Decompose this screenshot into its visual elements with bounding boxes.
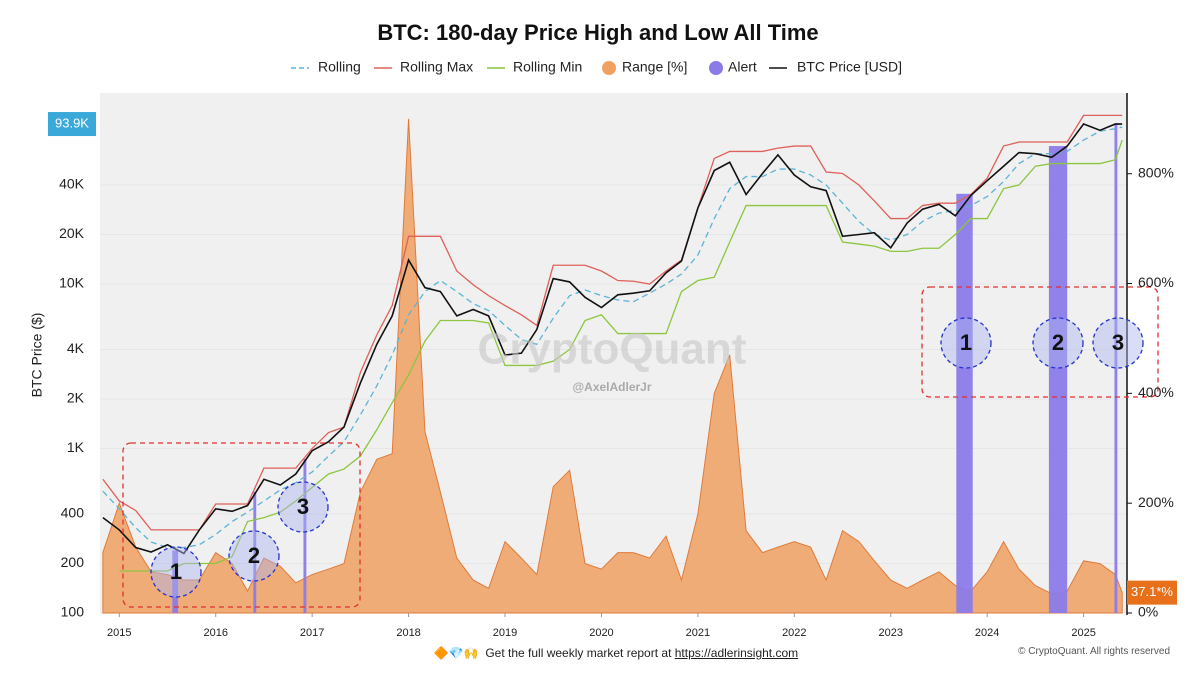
x-tick-label: 2023 [878, 627, 902, 639]
alert-bar [172, 550, 179, 613]
series-line [119, 139, 1123, 572]
y-tick-label: 4K [67, 340, 85, 356]
plot-area [100, 93, 1127, 613]
y-tick-label: 20K [59, 225, 85, 241]
last-value-tag [1127, 580, 1177, 605]
x-tick-label: 2021 [686, 627, 710, 639]
y-tick-label: 40K [59, 176, 85, 192]
callout-label: 1 [960, 330, 972, 355]
x-tick-label: 2019 [493, 627, 517, 639]
callout-label: 1 [170, 559, 182, 584]
callout-label: 2 [1052, 330, 1064, 355]
chart-title: BTC: 180-day Price High and Low All Time [377, 20, 818, 45]
y2-tick-label: 600% [1138, 274, 1174, 290]
alert-bar [253, 491, 257, 613]
y2-tick-label: 200% [1138, 494, 1174, 510]
callout-label: 2 [248, 543, 260, 568]
copyright: © CryptoQuant. All rights reserved [1018, 646, 1170, 657]
watermark-credit: @AxelAdlerJr [572, 380, 651, 394]
x-tick-label: 2015 [107, 627, 131, 639]
y2-tick-label: 800% [1138, 164, 1174, 180]
x-tick-label: 2017 [300, 627, 324, 639]
legend-label: Alert [728, 59, 757, 75]
callout-label: 3 [1112, 330, 1124, 355]
x-tick-label: 2018 [396, 627, 420, 639]
y2-tick-label: 400% [1138, 384, 1174, 400]
x-tick-label: 2024 [975, 627, 999, 639]
x-tick-label: 2025 [1071, 627, 1095, 639]
callout-circle [1032, 317, 1084, 369]
x-tick-label: 2022 [782, 627, 806, 639]
legend-label: Rolling Min [513, 59, 582, 75]
y-tick-label: 100 [61, 604, 85, 620]
legend-label: BTC Price [USD] [797, 59, 902, 75]
y2-tick-label: 0% [1138, 604, 1158, 620]
footer-promo: 🔶💎🙌 Get the full weekly market report at… [0, 646, 1200, 660]
y-tick-label: 10K [59, 275, 85, 291]
legend-marker [709, 61, 723, 75]
callout-circle [1092, 317, 1144, 369]
alert-bar [1114, 123, 1118, 613]
footer-text: Get the full weekly market report at [485, 646, 672, 660]
y-tick-label: 2K [67, 390, 85, 406]
y-tick-label: 200 [61, 554, 85, 570]
alert-bar [1048, 146, 1068, 614]
y-tick-label: 400 [61, 505, 85, 521]
footer-icons: 🔶💎🙌 [433, 646, 479, 660]
callout-circle [940, 317, 992, 369]
x-tick-label: 2020 [589, 627, 613, 639]
last-value-tag [48, 112, 96, 137]
y-tick-label: 1K [67, 439, 85, 455]
watermark: CryptoQuant [478, 325, 747, 374]
highlight-box [921, 286, 1159, 398]
legend-label: Range [%] [622, 59, 687, 75]
legend-marker [602, 61, 616, 75]
last-value-label: 37.1*% [1131, 584, 1173, 599]
footer-link[interactable]: https://adlerinsight.com [674, 646, 799, 660]
series-line [102, 122, 1123, 555]
alert-bar [956, 193, 973, 614]
y-axis-label: BTC Price ($) [29, 313, 45, 398]
last-value-label: 93.9K [55, 115, 89, 130]
callout-circle [150, 546, 202, 598]
callout-circle [228, 530, 280, 582]
legend-label: Rolling Max [400, 59, 473, 75]
x-tick-label: 2016 [203, 627, 227, 639]
alert-bar [303, 458, 307, 613]
callout-circle [277, 481, 329, 533]
series-line [102, 114, 1123, 531]
callout-label: 3 [297, 494, 309, 519]
highlight-box [122, 442, 361, 608]
range-area [102, 118, 1123, 614]
legend-label: Rolling [318, 59, 361, 75]
